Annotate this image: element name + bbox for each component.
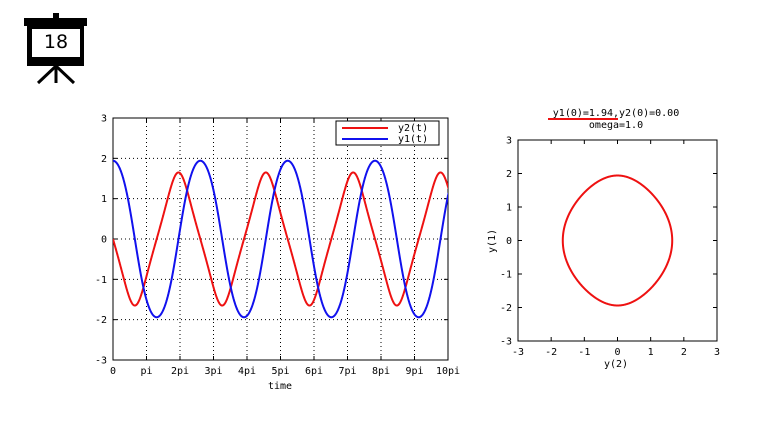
series-line-y1 <box>113 159 448 319</box>
time-series-legend: y2(t) y1(t) <box>335 120 440 146</box>
phase-portrait-title-line1: y1(0)=1.94,y2(0)=0.00 <box>553 108 679 119</box>
time-series-y-tick-labels: 3 2 1 0 -1 -2 -3 <box>95 114 107 367</box>
x-tick-label: 4pi <box>238 366 256 377</box>
y-tick-label: 0 <box>101 235 107 246</box>
y-tick-label: 1 <box>101 194 107 205</box>
x-tick-label: -3 <box>512 347 524 358</box>
presentation-screen-icon <box>24 13 87 85</box>
slide-number: 18 <box>43 31 69 53</box>
phase-portrait-x-tick-labels: -3 -2 -1 0 1 2 3 <box>512 347 720 358</box>
phase-portrait-curve <box>561 174 674 307</box>
x-tick-label: pi <box>140 366 152 377</box>
x-tick-label: 2pi <box>171 366 189 377</box>
x-tick-label: 2 <box>681 347 687 358</box>
x-tick-label: 0 <box>614 347 620 358</box>
x-tick-label: 7pi <box>338 366 356 377</box>
y-tick-label: 3 <box>506 136 512 147</box>
x-tick-label: 10pi <box>436 366 460 377</box>
y-tick-label: -1 <box>95 275 107 286</box>
y-tick-label: 3 <box>101 114 107 125</box>
y-tick-label: 2 <box>101 154 107 165</box>
x-tick-label: 3pi <box>204 366 222 377</box>
legend-label-y2: y2(t) <box>398 123 428 134</box>
series-line-y2 <box>113 171 448 307</box>
y-tick-label: -3 <box>95 356 107 367</box>
x-tick-label: 0 <box>110 366 116 377</box>
y-tick-label: -1 <box>500 270 512 281</box>
x-tick-label: -1 <box>578 347 590 358</box>
time-series-grid <box>113 118 448 360</box>
y-tick-label: 2 <box>506 169 512 180</box>
x-tick-label: 9pi <box>405 366 423 377</box>
phase-portrait-frame <box>517 139 718 342</box>
x-tick-label: 8pi <box>372 366 390 377</box>
x-tick-label: 1 <box>648 347 654 358</box>
time-series-x-tick-labels: 0 pi 2pi 3pi 4pi 5pi 6pi 7pi 8pi 9pi 10pi <box>110 366 460 377</box>
legend-label-y1: y1(t) <box>398 134 428 145</box>
y-tick-label: -3 <box>500 337 512 348</box>
x-tick-label: 3 <box>714 347 720 358</box>
phase-portrait-ticks <box>517 139 718 342</box>
x-tick-label: 5pi <box>271 366 289 377</box>
y-tick-label: 0 <box>506 236 512 247</box>
phase-portrait-title-line2: omega=1.0 <box>589 120 643 131</box>
phase-portrait-y-tick-labels: 3 2 1 0 -1 -2 -3 <box>500 136 512 348</box>
time-series-x-axis-label: time <box>268 381 292 392</box>
y-tick-label: -2 <box>500 303 512 314</box>
phase-portrait-x-axis-label: y(2) <box>604 359 628 370</box>
x-tick-label: -2 <box>545 347 557 358</box>
x-tick-label: 6pi <box>305 366 323 377</box>
y-tick-label: -2 <box>95 315 107 326</box>
y-tick-label: 1 <box>506 203 512 214</box>
phase-portrait-y-axis-label: y(1) <box>487 229 498 253</box>
